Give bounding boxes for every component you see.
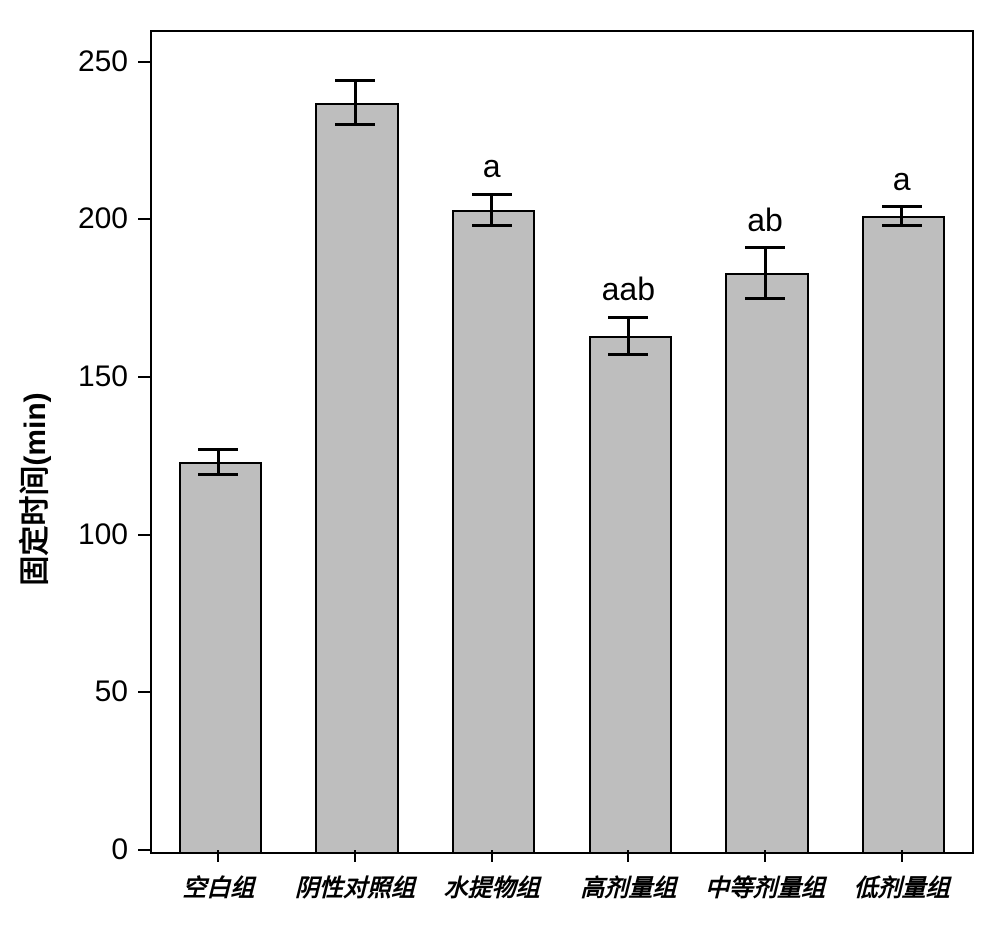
x-tick-label: 低剂量组 (854, 868, 950, 903)
error-bar-cap (335, 79, 375, 82)
error-bar-cap (472, 193, 512, 196)
error-bar-cap (472, 224, 512, 227)
bar (589, 336, 672, 854)
y-tick-label: 100 (68, 518, 128, 552)
x-tick-label: 空白组 (182, 868, 254, 903)
error-bar-cap (198, 448, 238, 451)
y-tick-line (138, 849, 150, 851)
y-tick-label: 150 (68, 360, 128, 394)
x-tick-line (901, 850, 903, 862)
x-tick-label: 高剂量组 (580, 868, 676, 903)
x-tick-line (491, 850, 493, 862)
bar (452, 210, 535, 854)
x-tick-label: 阴性对照组 (295, 868, 415, 903)
significance-label: aab (602, 271, 655, 308)
y-tick-line (138, 534, 150, 536)
bar (315, 103, 398, 854)
y-tick-line (138, 61, 150, 63)
y-tick-label: 0 (68, 833, 128, 867)
bar (179, 462, 262, 854)
significance-label: ab (747, 202, 783, 239)
x-tick-line (627, 850, 629, 862)
error-bar (217, 449, 220, 474)
bar (862, 216, 945, 854)
y-axis-title: 固定时间(min) (10, 393, 54, 586)
y-tick-line (138, 691, 150, 693)
error-bar (627, 317, 630, 355)
error-bar (354, 80, 357, 124)
y-tick-label: 250 (68, 45, 128, 79)
significance-label: a (483, 148, 501, 185)
error-bar-cap (198, 473, 238, 476)
x-tick-line (764, 850, 766, 862)
error-bar-cap (335, 123, 375, 126)
y-tick-line (138, 376, 150, 378)
significance-label: a (893, 161, 911, 198)
error-bar (900, 207, 903, 226)
bar (725, 273, 808, 854)
y-tick-label: 50 (68, 675, 128, 709)
x-tick-label: 水提物组 (444, 868, 540, 903)
error-bar-cap (608, 353, 648, 356)
x-tick-label: 中等剂量组 (705, 868, 825, 903)
y-tick-label: 200 (68, 202, 128, 236)
error-bar-cap (608, 316, 648, 319)
x-tick-line (217, 850, 219, 862)
plot-area (150, 30, 974, 854)
error-bar (490, 194, 493, 226)
x-tick-line (354, 850, 356, 862)
error-bar (764, 248, 767, 298)
error-bar-cap (745, 246, 785, 249)
error-bar-cap (882, 205, 922, 208)
error-bar-cap (745, 297, 785, 300)
chart-container: 0 50 100 150 200 250 固定时间(min) 空白组 阴性对照组水提物组 a 高剂量… (0, 0, 1000, 927)
y-tick-line (138, 218, 150, 220)
error-bar-cap (882, 224, 922, 227)
